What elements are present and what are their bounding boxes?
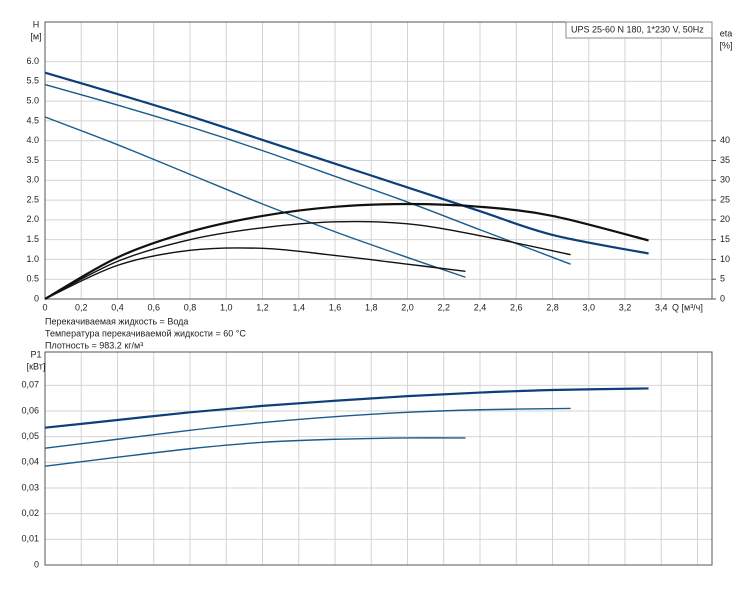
x-tick-label: 2,0: [401, 302, 414, 312]
y-tick-label: 1.5: [26, 234, 39, 244]
y-tick-label: 0,06: [21, 405, 39, 415]
x-tick-label: 0,6: [147, 302, 160, 312]
x-tick-label: 1,0: [220, 302, 233, 312]
y-tick-label: 5.0: [26, 96, 39, 106]
x-tick-label: 0: [42, 302, 47, 312]
y-tick-label: 0,01: [21, 534, 39, 544]
curve: [44, 116, 466, 278]
x-tick-label: 3,4: [655, 302, 668, 312]
x-tick-label: 3,2: [619, 302, 632, 312]
plot-frame: [44, 21, 713, 300]
y2-tick-label: 30: [720, 175, 730, 185]
y2-tick-label: 20: [720, 214, 730, 224]
y2-tick-label: 15: [720, 234, 730, 244]
x-tick-label: 1,2: [256, 302, 269, 312]
x-tick-label: 1,8: [365, 302, 378, 312]
legend-text: UPS 25-60 N 180, 1*230 V, 50Hz: [571, 24, 704, 34]
curve: [44, 220, 571, 300]
y-tick-label: 3.0: [26, 175, 39, 185]
curve: [44, 407, 571, 449]
x-tick-label: 2,8: [546, 302, 559, 312]
note: Температура перекачиваемой жидкости = 60…: [45, 328, 246, 338]
y-tick-label: 5.5: [26, 76, 39, 86]
y-tick-label: 0: [34, 293, 39, 303]
x-tick-label: 2,2: [437, 302, 450, 312]
y2-tick-label: 0: [720, 293, 725, 303]
curve: [44, 437, 466, 467]
x-tick-label: 2,4: [474, 302, 487, 312]
y-axis-label: P1: [30, 349, 41, 359]
y2-tick-label: 10: [720, 254, 730, 264]
y2-axis-label: eta: [720, 28, 733, 38]
y-tick-label: 2.0: [26, 214, 39, 224]
y-tick-label: 0,04: [21, 457, 39, 467]
y-tick-label: 4.5: [26, 115, 39, 125]
curve: [44, 387, 649, 429]
x-tick-label: 0,2: [75, 302, 88, 312]
curve: [44, 202, 649, 300]
x-tick-label: 3,0: [582, 302, 595, 312]
x-tick-label: 0,8: [184, 302, 197, 312]
x-tick-label: 2,6: [510, 302, 523, 312]
y-axis-label: H: [33, 19, 40, 29]
y-tick-label: 6.0: [26, 56, 39, 66]
x-tick-label: 1,4: [292, 302, 305, 312]
y2-tick-label: 35: [720, 155, 730, 165]
x-tick-label: 1,6: [329, 302, 342, 312]
x-axis-label: Q [м³/ч]: [672, 302, 703, 312]
y-tick-label: 1.0: [26, 254, 39, 264]
curve: [44, 83, 571, 265]
plot-frame: [44, 351, 713, 566]
curve: [44, 247, 466, 300]
y-tick-label: 0.5: [26, 274, 39, 284]
y-tick-label: 0,07: [21, 380, 39, 390]
y-tick-label: 0,05: [21, 431, 39, 441]
x-tick-label: 0,4: [111, 302, 124, 312]
y2-tick-label: 5: [720, 274, 725, 284]
note: Перекачиваемая жидкость = Вода: [45, 316, 188, 326]
y-tick-label: 0: [34, 559, 39, 569]
y-tick-label: 3.5: [26, 155, 39, 165]
y2-axis-unit: [%]: [719, 40, 732, 50]
y-axis-unit: [м]: [30, 31, 41, 41]
y-tick-label: 2.5: [26, 194, 39, 204]
y2-tick-label: 40: [720, 135, 730, 145]
legend-box: [565, 21, 713, 39]
y-tick-label: 0,02: [21, 508, 39, 518]
note: Плотность = 983.2 кг/м³: [45, 340, 143, 350]
y2-tick-label: 25: [720, 194, 730, 204]
curve: [44, 71, 649, 255]
y-tick-label: 4.0: [26, 135, 39, 145]
y-tick-label: 0,03: [21, 482, 39, 492]
y-axis-unit: [кВт]: [27, 361, 46, 371]
